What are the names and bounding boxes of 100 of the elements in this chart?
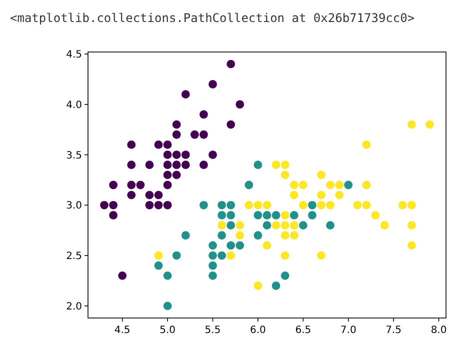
point [154,251,163,260]
point [280,271,290,280]
point [362,200,371,210]
point [172,120,181,129]
y-tick-label: 4.5 [66,50,82,61]
point [218,211,226,220]
point [163,180,172,190]
point [163,271,172,280]
point [190,130,199,139]
x-tick-label: 5.0 [160,325,176,336]
point [136,180,145,190]
point [280,170,290,180]
point [362,140,371,149]
point [236,100,244,109]
point [398,200,407,210]
point [172,170,181,180]
point [218,221,226,230]
point [254,231,262,240]
x-tick-label: 7.5 [386,325,402,336]
x-tick-label: 6.5 [295,325,312,336]
point [290,211,298,220]
point [200,160,208,170]
point [272,282,280,290]
point [109,211,118,220]
point [226,200,236,210]
point [272,160,280,170]
point [226,241,236,250]
point [226,251,236,260]
point [172,130,181,139]
x-tick-label: 7.0 [340,325,356,336]
point [280,160,290,170]
point [208,80,217,88]
point [163,302,172,310]
point [298,200,308,210]
point [218,231,226,240]
point [280,231,290,240]
point [145,200,154,210]
point [407,120,416,129]
point [244,200,254,210]
point [208,150,217,159]
point [326,200,334,210]
y-tick-label: 3.5 [66,150,82,162]
point [298,180,308,190]
point [290,190,298,200]
point [298,221,308,230]
point [353,200,362,210]
point [326,180,334,190]
point [218,200,226,210]
point [380,221,389,230]
point [272,221,280,230]
point [172,251,181,260]
point [254,200,262,210]
point [181,150,190,159]
point [154,140,163,149]
point [244,180,254,190]
x-tick-label: 4.5 [114,325,130,336]
point [344,180,353,190]
point [100,200,108,210]
point [236,241,244,250]
text: <matplotlib.collections.PathCollection at 0x26b71739cc0> [10,11,415,25]
point [200,130,208,139]
point [163,160,172,170]
y-tick-label: 4.0 [66,100,82,111]
point [172,160,181,170]
point [200,110,208,119]
point [154,261,163,270]
point [208,261,217,270]
point [181,160,190,170]
point [280,211,290,220]
point [181,90,190,99]
point [208,241,217,250]
point [226,60,236,68]
point [226,120,236,129]
point [317,200,326,210]
point [109,200,118,210]
point [362,180,371,190]
point [145,160,154,170]
point [371,211,380,220]
point [280,251,290,260]
point [317,251,326,260]
point [127,160,136,170]
point [254,160,262,170]
point [290,221,298,230]
point [163,150,172,159]
point [290,180,298,190]
point [154,190,163,200]
point [172,150,181,159]
point [118,271,127,280]
point [254,211,262,220]
x-tick-label: 5.5 [204,325,221,336]
point [272,211,280,220]
point [236,231,244,240]
point [254,282,262,290]
point [262,221,272,230]
point [127,190,136,200]
point [280,221,290,230]
y-tick-label: 2.0 [66,301,82,312]
point [145,190,154,200]
point [154,200,163,210]
y-tick-label: 2.5 [66,251,82,262]
